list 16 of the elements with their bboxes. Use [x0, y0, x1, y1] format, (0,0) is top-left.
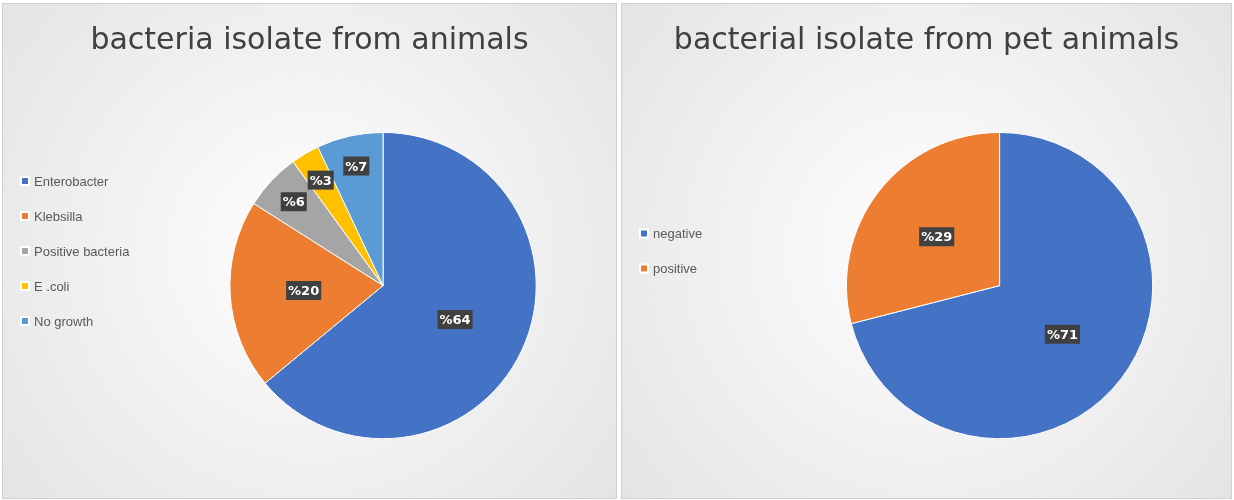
legend-label: negative — [653, 226, 703, 241]
data-label: %71 — [1046, 326, 1079, 342]
legend-label: E .coli — [34, 278, 70, 294]
legend-label: Enterobacter — [34, 173, 110, 189]
chart-title: bacteria isolate from animals — [90, 20, 529, 56]
legend-label: positive — [653, 261, 698, 276]
chart-title: bacterial isolate from pet animals — [673, 20, 1180, 56]
legend-label: Klebsilla — [34, 208, 84, 224]
legend-label: No growth — [34, 313, 94, 329]
data-label: %6 — [282, 194, 305, 210]
data-label: %7 — [345, 158, 368, 174]
legend-label: Positive bacteria — [34, 243, 131, 259]
data-label: %29 — [921, 229, 953, 245]
data-label: %64 — [439, 311, 471, 327]
data-label: %20 — [288, 283, 320, 299]
data-label: %3 — [309, 172, 332, 188]
